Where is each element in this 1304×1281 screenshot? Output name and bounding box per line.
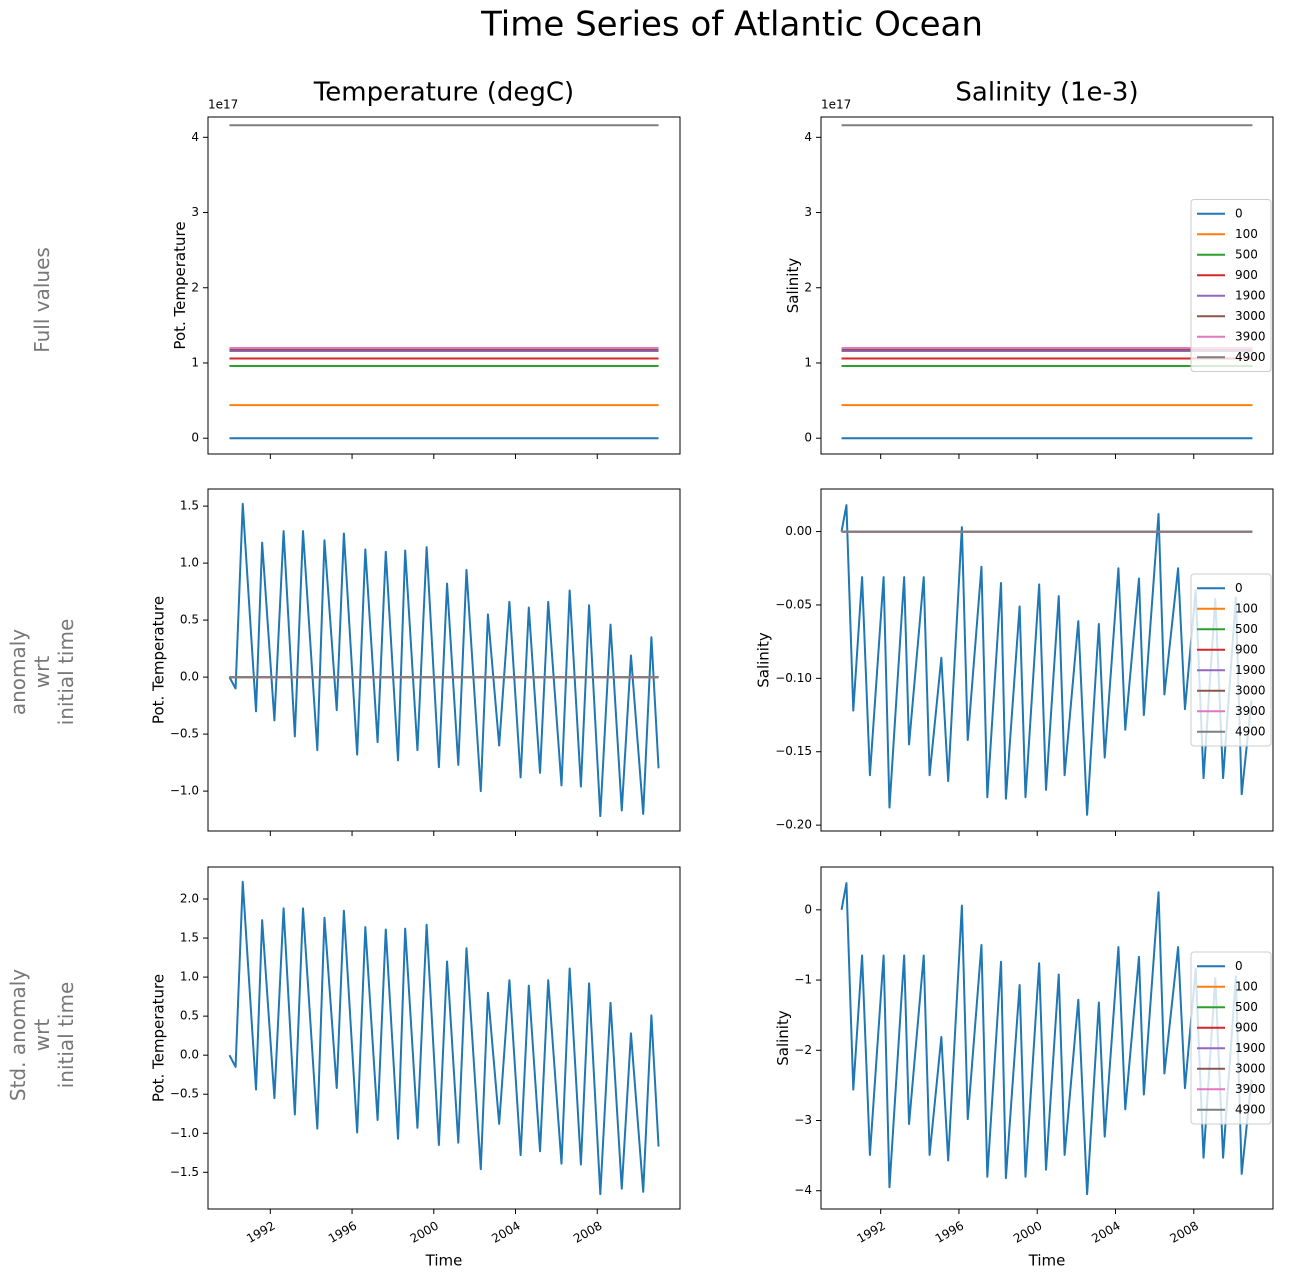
y-offset-label: 1e17 — [208, 98, 238, 112]
legend-label: 100 — [1235, 979, 1258, 993]
legend-label: 4900 — [1235, 350, 1266, 364]
legend-label: 500 — [1235, 1000, 1258, 1014]
y-tick-label: 3 — [191, 205, 199, 219]
y-axis-label: Pot. Temperature — [149, 596, 167, 724]
y-axis-label: Pot. Temperature — [171, 221, 189, 349]
legend-label: 0 — [1235, 581, 1243, 595]
y-tick-label: 2 — [804, 280, 812, 294]
y-tick-label: 0 — [804, 902, 812, 916]
y-tick-label: 3 — [804, 205, 812, 219]
legend-label: 1900 — [1235, 663, 1266, 677]
y-tick-label: 1 — [191, 355, 199, 369]
legend-label: 3900 — [1235, 704, 1266, 718]
legend-label: 100 — [1235, 227, 1258, 241]
legend-label: 3000 — [1235, 1061, 1266, 1075]
axes-frame — [820, 488, 1274, 832]
y-tick-label: −0.5 — [170, 727, 199, 741]
subplot-title: Temperature (degC) — [313, 78, 574, 108]
y-tick-label: −1.0 — [170, 1126, 199, 1140]
legend-box — [1190, 951, 1272, 1125]
x-tick-label: 2000 — [408, 1219, 441, 1246]
y-tick-label: 0.0 — [180, 670, 199, 684]
legend-label: 4900 — [1235, 1102, 1266, 1116]
y-tick-label: 2.0 — [180, 892, 199, 906]
y-tick-label: −2 — [794, 1043, 812, 1057]
y-tick-label: −0.05 — [775, 597, 812, 611]
y-tick-label: 1.0 — [180, 556, 199, 570]
legend-label: 900 — [1235, 268, 1258, 282]
y-tick-label: 1.5 — [180, 499, 199, 513]
y-tick-label: −0.20 — [775, 818, 812, 832]
y-tick-label: 2 — [191, 280, 199, 294]
series-line — [228, 502, 660, 818]
series-line — [228, 880, 660, 1196]
legend-label: 3900 — [1235, 329, 1266, 343]
x-tick-label: 1996 — [326, 1219, 359, 1246]
legend-label: 3000 — [1235, 309, 1266, 323]
legend-label: 900 — [1235, 1020, 1258, 1034]
y-tick-label: 0 — [191, 431, 199, 445]
axes-frame — [820, 866, 1274, 1210]
y-tick-label: −3 — [794, 1113, 812, 1127]
legend-label: 100 — [1235, 601, 1258, 615]
subplot-title: Salinity (1e-3) — [955, 78, 1138, 108]
y-tick-label: 0 — [804, 431, 812, 445]
axes-frame — [207, 116, 681, 455]
y-tick-label: 0.0 — [180, 1048, 199, 1062]
legend-label: 0 — [1235, 206, 1243, 220]
x-tick-label: 2008 — [1168, 1219, 1201, 1246]
y-tick-label: 4 — [191, 130, 199, 144]
row-label: anomaly wrt initial time — [6, 618, 78, 726]
y-axis-label: Salinity — [784, 258, 802, 314]
legend-box — [1190, 573, 1272, 747]
y-tick-label: −0.10 — [775, 671, 812, 685]
series-line — [840, 504, 1253, 816]
y-tick-label: 0.5 — [180, 1009, 199, 1023]
legend-label: 500 — [1235, 247, 1258, 261]
axes-frame — [207, 866, 681, 1210]
y-axis-label: Salinity — [755, 632, 773, 688]
legend-label: 900 — [1235, 642, 1258, 656]
y-tick-label: 1 — [804, 355, 812, 369]
y-tick-label: −4 — [794, 1183, 812, 1197]
row-label: Full values — [30, 247, 54, 353]
y-tick-label: 1.5 — [180, 931, 199, 945]
x-tick-label: 1992 — [244, 1219, 277, 1246]
y-tick-label: −0.15 — [775, 744, 812, 758]
y-tick-label: 0.5 — [180, 613, 199, 627]
y-tick-label: −1 — [794, 973, 812, 987]
axes-frame — [820, 116, 1274, 455]
x-axis-label: Time — [1028, 1252, 1066, 1270]
figure-title: Time Series of Atlantic Ocean — [480, 5, 983, 45]
legend-label: 1900 — [1235, 1041, 1266, 1055]
y-offset-label: 1e17 — [821, 98, 851, 112]
x-tick-label: 2008 — [571, 1219, 604, 1246]
y-axis-label: Pot. Temperature — [149, 974, 167, 1102]
x-tick-label: 1992 — [854, 1219, 887, 1246]
series-line — [840, 882, 1253, 1196]
x-axis-label: Time — [425, 1252, 463, 1270]
legend-label: 3000 — [1235, 683, 1266, 697]
axes-frame — [207, 488, 681, 832]
y-tick-label: −1.0 — [170, 784, 199, 798]
x-tick-label: 2004 — [489, 1219, 522, 1246]
legend-label: 4900 — [1235, 724, 1266, 738]
y-tick-label: 4 — [804, 130, 812, 144]
legend-label: 0 — [1235, 959, 1243, 973]
x-tick-label: 2000 — [1011, 1219, 1044, 1246]
x-tick-label: 2004 — [1089, 1219, 1122, 1246]
y-tick-label: −0.5 — [170, 1087, 199, 1101]
row-label: Std. anomaly wrt initial time — [6, 968, 78, 1102]
legend-label: 1900 — [1235, 288, 1266, 302]
y-tick-label: 1.0 — [180, 970, 199, 984]
y-tick-label: 0.00 — [785, 524, 812, 538]
y-axis-label: Salinity — [774, 1010, 792, 1066]
x-tick-label: 1996 — [933, 1219, 966, 1246]
legend-box — [1190, 199, 1272, 372]
y-tick-label: −1.5 — [170, 1165, 199, 1179]
legend-label: 500 — [1235, 622, 1258, 636]
legend-label: 3900 — [1235, 1082, 1266, 1096]
